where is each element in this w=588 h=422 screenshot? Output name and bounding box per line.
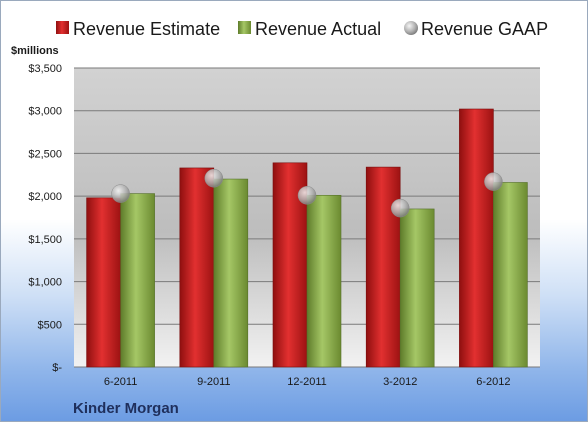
company-caption: Kinder Morgan — [73, 400, 179, 417]
y-tick-label: $2,500 — [28, 148, 62, 160]
marker-revenue-gaap — [484, 172, 503, 191]
x-axis-labels: 6-2011 9-2011 12-2011 3-2012 6-2012 — [104, 376, 511, 388]
x-tick-label: 6-2011 — [104, 376, 137, 388]
y-tick-label: $1,500 — [28, 234, 62, 246]
x-tick-label: 12-2011 — [287, 376, 327, 388]
y-tick-label: $3,000 — [28, 106, 62, 118]
marker-revenue-gaap — [204, 168, 224, 188]
bar-revenue-actual — [306, 194, 342, 368]
y-tick-label: $2,000 — [28, 191, 62, 203]
y-axis-unit-label: $millions — [11, 45, 59, 57]
x-tick-label: 3-2012 — [383, 376, 417, 388]
x-tick-label: 6-2012 — [476, 376, 510, 388]
legend-label-actual: Revenue Actual — [255, 19, 381, 39]
x-tick-label: 9-2011 — [197, 376, 230, 388]
bar-revenue-estimate — [179, 167, 215, 368]
bar-revenue-estimate — [86, 197, 121, 368]
bar-revenue-actual — [120, 193, 155, 368]
marker-revenue-gaap — [297, 186, 317, 205]
bar-revenue-actual — [399, 208, 435, 368]
legend-label-estimate: Revenue Estimate — [73, 19, 220, 39]
legend: Revenue Estimate Revenue Actual Revenue … — [56, 19, 548, 39]
y-axis-ticks: $- $500 $1,000 $1,500 $2,000 $2,500 $3,000 $3,5… — [28, 63, 62, 374]
y-tick-label: $3,500 — [28, 63, 62, 75]
y-tick-label: $500 — [38, 319, 62, 331]
legend-marker-gaap — [404, 21, 418, 35]
y-tick-label: $1,000 — [28, 277, 62, 289]
legend-swatch-actual — [238, 21, 251, 34]
marker-revenue-gaap — [111, 184, 130, 203]
gaap-markers — [111, 168, 503, 218]
bar-revenue-actual — [213, 178, 249, 368]
legend-swatch-estimate — [56, 21, 69, 34]
bars — [86, 108, 528, 368]
legend-label-gaap: Revenue GAAP — [421, 19, 548, 39]
bar-revenue-actual — [493, 182, 528, 368]
bar-revenue-estimate — [459, 108, 494, 368]
y-tick-label: $- — [52, 362, 62, 374]
marker-revenue-gaap — [390, 198, 410, 218]
bar-revenue-estimate — [365, 166, 401, 368]
